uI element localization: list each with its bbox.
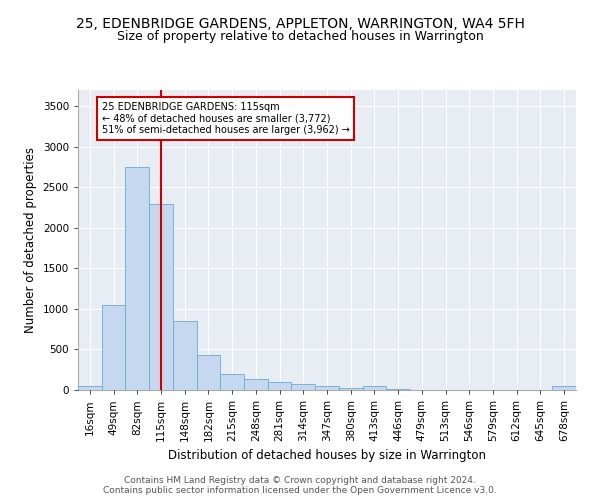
Text: Contains public sector information licensed under the Open Government Licence v3: Contains public sector information licen… — [103, 486, 497, 495]
X-axis label: Distribution of detached houses by size in Warrington: Distribution of detached houses by size … — [168, 450, 486, 462]
Bar — [386, 389, 410, 390]
Y-axis label: Number of detached properties: Number of detached properties — [24, 147, 37, 333]
Bar — [220, 374, 244, 390]
Bar — [268, 382, 292, 390]
Bar — [125, 167, 149, 390]
Bar — [149, 204, 173, 390]
Bar — [173, 321, 197, 390]
Text: 25 EDENBRIDGE GARDENS: 115sqm
← 48% of detached houses are smaller (3,772)
51% o: 25 EDENBRIDGE GARDENS: 115sqm ← 48% of d… — [102, 102, 350, 136]
Bar — [78, 386, 102, 390]
Bar — [315, 386, 339, 390]
Bar — [102, 305, 125, 390]
Bar — [339, 388, 362, 390]
Text: 25, EDENBRIDGE GARDENS, APPLETON, WARRINGTON, WA4 5FH: 25, EDENBRIDGE GARDENS, APPLETON, WARRIN… — [76, 18, 524, 32]
Bar — [362, 386, 386, 390]
Text: Contains HM Land Registry data © Crown copyright and database right 2024.: Contains HM Land Registry data © Crown c… — [124, 476, 476, 485]
Bar — [552, 386, 576, 390]
Bar — [197, 355, 220, 390]
Text: Size of property relative to detached houses in Warrington: Size of property relative to detached ho… — [116, 30, 484, 43]
Bar — [292, 384, 315, 390]
Bar — [244, 380, 268, 390]
